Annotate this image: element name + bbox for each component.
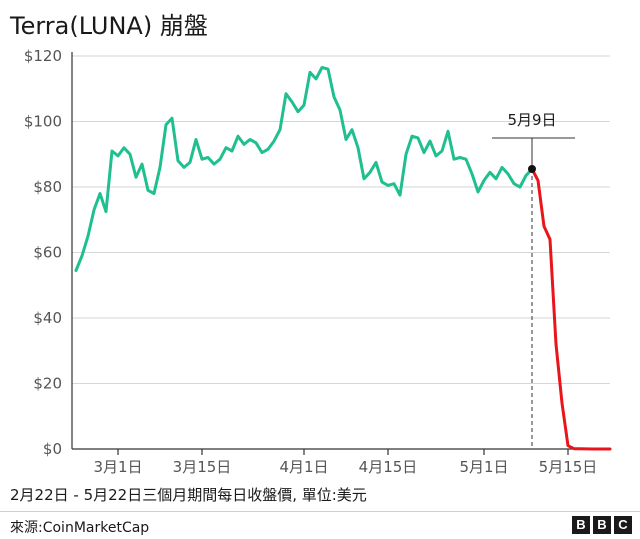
annotation-marker [528, 164, 536, 173]
bbc-logo-letter: B [593, 516, 611, 534]
y-tick-label: $60 [33, 244, 62, 262]
bbc-logo-letter: C [614, 516, 632, 534]
annotation-label: 5月9日 [507, 111, 556, 129]
bbc-logo-letter: B [572, 516, 590, 534]
chart-subtitle: 2月22日 - 5月22日三個月期間每日收盤價, 單位:美元 [10, 486, 367, 504]
price-line-before-may9 [74, 66, 534, 272]
x-tick-label: 3月1日 [93, 458, 142, 476]
y-tick-label: $20 [33, 375, 62, 393]
x-tick-label: 3月15日 [173, 458, 232, 476]
price-line-after-may9 [530, 167, 612, 451]
y-tick-label: $40 [33, 309, 62, 327]
y-tick-label: $80 [33, 178, 62, 196]
y-tick-label: $120 [24, 47, 62, 65]
y-tick-label: $100 [24, 113, 62, 131]
x-tick-label: 5月15日 [539, 458, 598, 476]
chart-title: Terra(LUNA) 崩盤 [10, 12, 208, 40]
y-tick-label: $0 [43, 440, 62, 458]
x-tick-label: 4月15日 [359, 458, 418, 476]
footer-divider [0, 511, 640, 512]
source-note: 來源:CoinMarketCap [10, 520, 150, 536]
bbc-logo: B B C [572, 516, 632, 534]
luna-price-chart: $0 $20 $40 $60 $80 $100 $120 3月1日 3月15日 4月1日 4月15日… [24, 47, 612, 476]
x-tick-label: 5月1日 [459, 458, 508, 476]
x-tick-label: 4月1日 [279, 458, 328, 476]
